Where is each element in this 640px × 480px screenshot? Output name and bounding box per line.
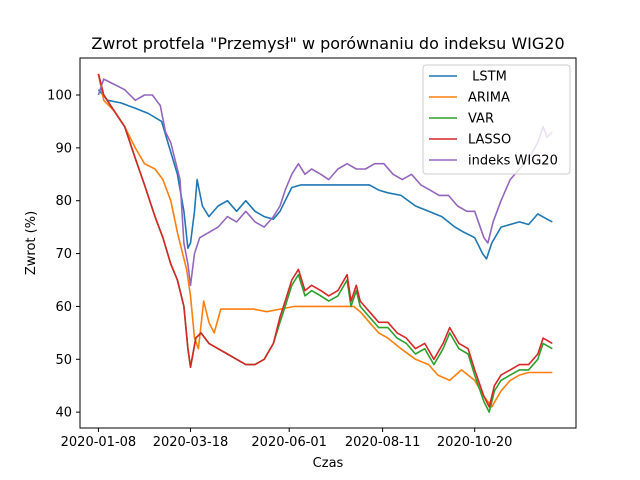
legend-label-4: indeks WIG20 bbox=[468, 154, 558, 169]
y-tick-label: 60 bbox=[55, 300, 72, 315]
x-tick-label: 2020-03-18 bbox=[153, 435, 229, 450]
y-tick-label: 100 bbox=[47, 89, 72, 104]
x-tick-label: 2020-08-11 bbox=[345, 435, 421, 450]
y-tick-label: 40 bbox=[55, 406, 72, 421]
legend-label-3: LASSO bbox=[468, 133, 511, 148]
legend: LSTM ARIMA VAR LASSO indeks WIG20 bbox=[422, 64, 571, 175]
y-tick-label: 90 bbox=[55, 141, 72, 156]
legend-label-2: VAR bbox=[468, 112, 494, 127]
chart-title: Zwrot protfela "Przemysł" w porównaniu d… bbox=[91, 34, 564, 53]
x-axis-label: Czas bbox=[313, 456, 344, 471]
series-line-0 bbox=[97, 89, 553, 260]
y-axis-label: Zwrot (%) bbox=[24, 211, 39, 275]
y-tick-label: 70 bbox=[55, 247, 72, 262]
legend-box bbox=[422, 64, 571, 175]
series-layer bbox=[97, 73, 553, 413]
legend-label-0: LSTM bbox=[468, 70, 507, 85]
x-axis: 2020-01-08 2020-03-18 2020-06-01 2020-08-11… bbox=[61, 428, 513, 450]
x-tick-label: 2020-10-20 bbox=[437, 435, 513, 450]
y-tick-label: 50 bbox=[55, 353, 72, 368]
series-line-4 bbox=[97, 78, 553, 287]
x-tick-label: 2020-06-01 bbox=[251, 435, 327, 450]
y-tick-label: 80 bbox=[55, 194, 72, 209]
x-tick-label: 2020-01-08 bbox=[61, 435, 137, 450]
legend-items: LSTM ARIMA VAR LASSO indeks WIG20 bbox=[429, 70, 558, 169]
plot-frame bbox=[79, 57, 577, 429]
y-axis: 40 50 60 70 80 90 100 bbox=[47, 89, 80, 421]
legend-label-1: ARIMA bbox=[468, 91, 510, 106]
series-line-3 bbox=[97, 73, 553, 408]
